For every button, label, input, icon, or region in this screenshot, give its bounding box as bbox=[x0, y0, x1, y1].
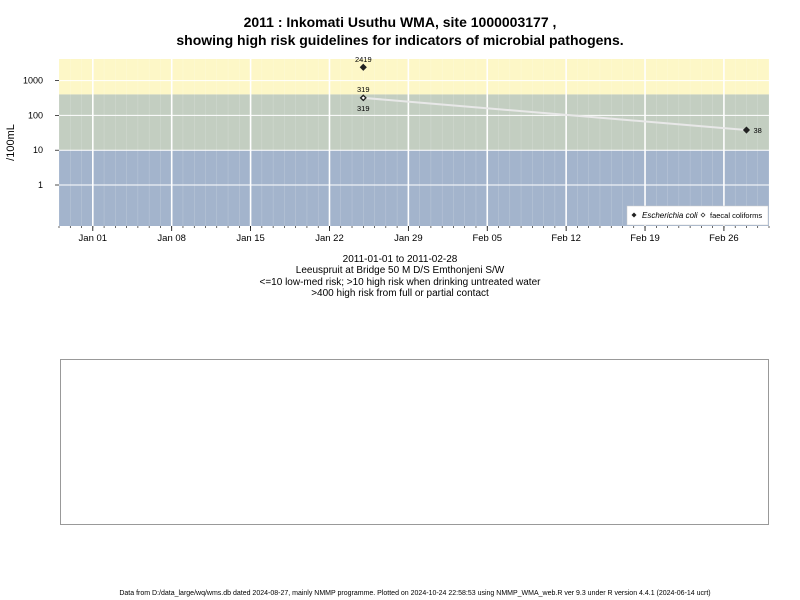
y-tick-label: 100 bbox=[28, 110, 43, 120]
caption-site-name: Leeuspruit at Bridge 50 M D/S Emthonjeni… bbox=[295, 265, 505, 276]
legend-faecal-marker bbox=[700, 212, 706, 218]
caption-guideline-contact: >400 high risk from full or partial cont… bbox=[311, 288, 489, 299]
y-tick-label: 1 bbox=[38, 180, 43, 190]
microbial-risk-chart: Escherichia coli faecal coliforms 2419 319 3… bbox=[5, 55, 770, 244]
legend-faecal-label: faecal coliforms bbox=[710, 211, 762, 220]
data-label: 319 bbox=[357, 104, 370, 113]
band-high-risk-contact bbox=[59, 59, 769, 95]
x-tick-label: Jan 08 bbox=[157, 233, 186, 244]
e-coli-series-line bbox=[363, 96, 747, 132]
legend-e-coli-label: Escherichia coli bbox=[642, 211, 698, 220]
y-axis-label: /100mL bbox=[5, 124, 17, 161]
e-coli-point bbox=[359, 63, 367, 71]
data-source-footer: Data from D:/data_large/wq/wms.db dated … bbox=[119, 590, 711, 597]
x-tick-label: Feb 12 bbox=[551, 233, 581, 244]
empty-plot-panel bbox=[60, 359, 769, 525]
chart-title-line-1: 2011 : Inkomati Usuthu WMA, site 1000003… bbox=[243, 14, 557, 30]
y-tick-label: 1000 bbox=[23, 76, 43, 86]
data-label: 38 bbox=[753, 126, 761, 135]
faecal-coliform-point bbox=[360, 95, 367, 101]
caption-guideline-drinking: <=10 low-med risk; >10 high risk when dr… bbox=[259, 277, 541, 288]
x-tick-label: Feb 19 bbox=[630, 233, 660, 244]
data-label: 319 bbox=[357, 85, 370, 94]
plot-area: Escherichia coli faecal coliforms bbox=[59, 59, 769, 226]
legend-box bbox=[626, 205, 769, 226]
legend-e-coli-marker bbox=[631, 212, 637, 218]
e-coli-point bbox=[742, 126, 751, 134]
chart-title-line-2: showing high risk guidelines for indicat… bbox=[176, 32, 624, 48]
x-tick-label: Jan 29 bbox=[394, 233, 423, 244]
x-tick-label: Jan 01 bbox=[79, 233, 108, 244]
x-tick-label: Feb 26 bbox=[709, 233, 739, 244]
data-label: 2419 bbox=[355, 55, 372, 64]
x-tick-label: Feb 05 bbox=[472, 233, 502, 244]
chart-legend: Escherichia coli faecal coliforms bbox=[626, 205, 769, 226]
x-tick-label: Jan 22 bbox=[315, 233, 344, 244]
x-tick-label: Jan 15 bbox=[236, 233, 265, 244]
caption-date-range: 2011-01-01 to 2011-02-28 bbox=[342, 254, 458, 265]
y-tick-label: 10 bbox=[33, 145, 43, 155]
